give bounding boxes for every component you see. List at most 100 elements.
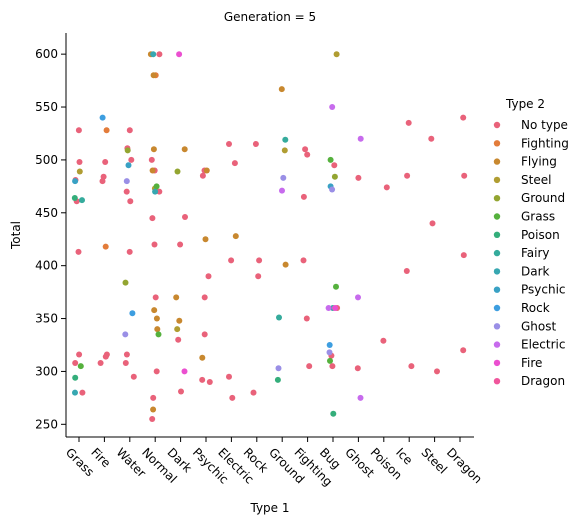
data-point (122, 279, 129, 286)
data-point (282, 261, 289, 268)
data-point (327, 357, 333, 364)
legend-label: Electric (521, 338, 565, 352)
data-point (128, 156, 135, 163)
legend-label: Dragon (521, 374, 565, 388)
data-point (153, 183, 160, 190)
data-point (333, 283, 339, 290)
legend-marker (493, 378, 501, 385)
data-point (150, 406, 157, 413)
data-point (76, 168, 83, 175)
data-point (123, 178, 130, 185)
data-point (149, 167, 156, 174)
data-point (152, 294, 159, 301)
legend-marker (493, 323, 501, 330)
data-point (280, 174, 287, 181)
data-point (256, 257, 263, 264)
data-point (75, 127, 82, 134)
data-point (275, 365, 282, 372)
data-point (175, 336, 182, 343)
data-point (75, 248, 82, 255)
data-point (231, 160, 238, 167)
data-point (122, 360, 129, 366)
data-point (333, 51, 340, 58)
data-point (403, 268, 410, 274)
data-point (150, 146, 157, 153)
legend-marker (493, 231, 501, 238)
data-point (129, 310, 136, 317)
legend-label: Fairy (521, 246, 550, 260)
data-point (97, 360, 104, 366)
data-point (255, 273, 262, 280)
legend-label: Fighting (521, 136, 569, 150)
data-point (125, 162, 132, 169)
legend-marker (493, 268, 501, 275)
data-point (226, 373, 232, 380)
data-point (434, 368, 440, 375)
data-point (201, 294, 208, 301)
data-point (174, 168, 181, 175)
data-point (206, 379, 213, 385)
legend-marker (493, 249, 501, 257)
legend-label: Ground (521, 191, 565, 205)
data-point (123, 351, 130, 358)
legend-marker (493, 304, 501, 312)
y-tick-label: 600 (35, 47, 58, 61)
data-point (156, 188, 163, 195)
data-point (151, 307, 158, 314)
legend-title: Type 2 (505, 97, 545, 111)
legend-marker (493, 359, 501, 367)
data-point (276, 314, 282, 321)
legend-label: Dark (521, 264, 550, 278)
x-axis-title: Type 1 (249, 501, 289, 515)
data-point (76, 159, 83, 165)
data-point (72, 360, 79, 366)
data-point (306, 363, 313, 370)
data-point (354, 365, 361, 372)
data-point (72, 389, 78, 396)
legend-marker (493, 286, 501, 293)
legend-marker (493, 213, 501, 220)
data-point (203, 167, 210, 174)
data-point (79, 197, 85, 204)
legend-marker (493, 140, 501, 147)
data-point (130, 373, 137, 380)
legend-marker (493, 176, 501, 184)
data-point (154, 326, 161, 333)
legend-label: Poison (521, 228, 560, 242)
data-point (226, 141, 232, 147)
data-point (148, 156, 155, 163)
data-point (274, 376, 281, 383)
data-point (79, 389, 86, 396)
data-point (150, 51, 157, 58)
data-point (124, 147, 131, 154)
data-point (281, 147, 288, 154)
data-point (205, 273, 212, 280)
legend: Type 2 No type Fighting Flying Steel Ground G… (493, 97, 569, 388)
data-point (300, 193, 307, 200)
data-point (303, 315, 310, 322)
data-point (122, 331, 129, 338)
data-point (199, 172, 206, 179)
data-point (202, 236, 209, 243)
data-point (173, 294, 180, 301)
data-point (149, 215, 156, 222)
data-point (150, 394, 157, 401)
data-point (355, 174, 362, 181)
data-point (99, 178, 106, 185)
data-point (181, 146, 188, 153)
data-point (174, 326, 181, 333)
data-point (199, 376, 206, 383)
y-tick-label: 350 (35, 312, 58, 326)
data-point (151, 241, 158, 248)
data-point (383, 184, 390, 191)
legend-label: No type (521, 118, 568, 132)
data-point (201, 331, 208, 338)
data-point (153, 368, 160, 375)
y-tick-label: 400 (35, 259, 58, 273)
data-point (177, 241, 184, 248)
y-tick-label: 250 (35, 417, 58, 431)
data-point (460, 347, 467, 354)
data-point (72, 178, 79, 185)
data-point (176, 51, 183, 58)
